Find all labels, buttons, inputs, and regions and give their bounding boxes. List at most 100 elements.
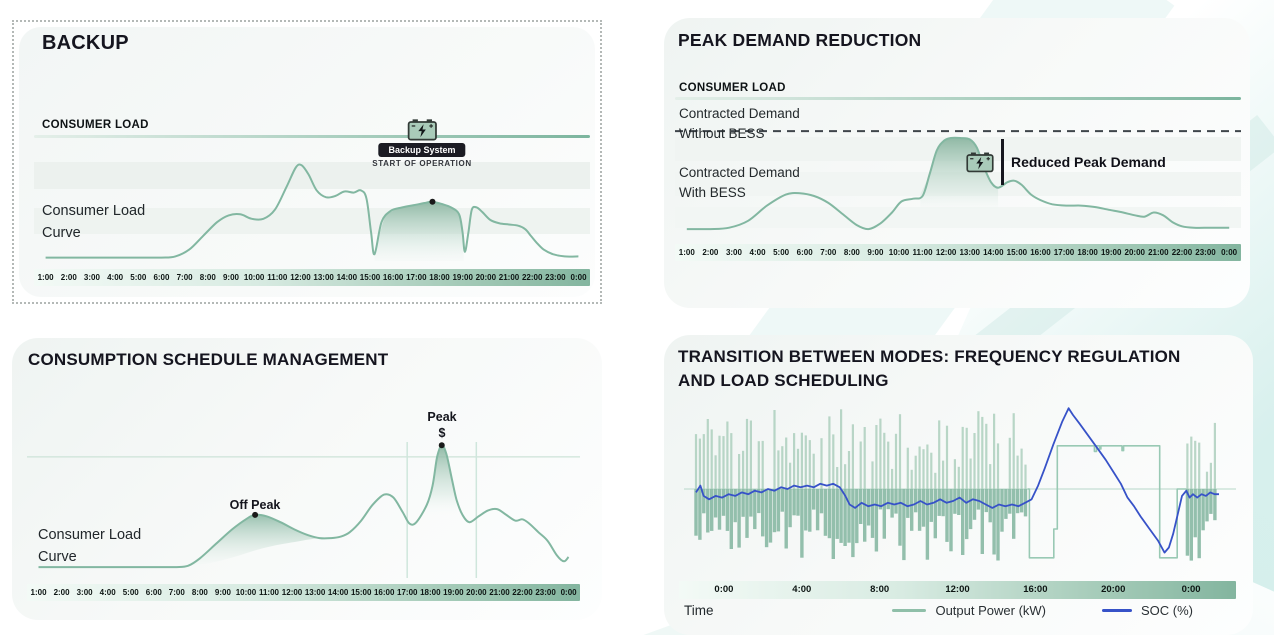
- x-tick: 19:00: [443, 588, 464, 597]
- curve-note-line1: Consumer Load: [42, 203, 146, 219]
- x-tick: 0:00: [1221, 248, 1238, 257]
- x-tick: 0:00: [1181, 584, 1201, 595]
- x-axis: 0:00 4:00 8:00 12:00 16:00 20:00 0:00: [679, 581, 1236, 599]
- time-axis-label: Time: [684, 603, 714, 618]
- x-tick: 13:00: [313, 273, 334, 282]
- peak-dollar: $: [438, 425, 446, 440]
- x-tick: 20:00: [1101, 584, 1126, 595]
- schedule-title: CONSUMPTION SCHEDULE MANAGEMENT: [28, 350, 389, 369]
- backup-curve-note: Consumer Load Curve: [42, 200, 145, 245]
- x-tick: 23:00: [545, 273, 566, 282]
- x-tick: 0:00: [560, 588, 577, 597]
- x-tick: 16:00: [1023, 584, 1048, 595]
- legend-soc: SOC (%): [1102, 603, 1193, 618]
- x-tick: 7:00: [820, 248, 837, 257]
- without-bess-line1: Contracted Demand: [679, 106, 800, 121]
- peak-label: Peak $: [427, 410, 456, 441]
- x-tick: 6:00: [153, 273, 170, 282]
- x-tick: 9:00: [867, 248, 884, 257]
- panel-peak-demand: PEAK DEMAND REDUCTION CONSUMER LOAD Cont…: [664, 18, 1250, 308]
- backup-annotation: Backup System START OF OPERATION: [372, 118, 471, 168]
- x-tick: 13:00: [959, 248, 980, 257]
- x-tick: 16:00: [1030, 248, 1051, 257]
- schedule-chart: [27, 442, 580, 578]
- peak-label-text: Peak: [427, 410, 457, 424]
- x-tick: 4:00: [99, 588, 116, 597]
- x-tick: 5:00: [130, 273, 147, 282]
- x-tick: 18:00: [429, 273, 450, 282]
- with-bess-line2: With BESS: [679, 185, 746, 201]
- battery-icon: [966, 152, 994, 173]
- panel-schedule: CONSUMPTION SCHEDULE MANAGEMENT Off Peak…: [12, 338, 602, 620]
- x-tick: 5:00: [122, 588, 139, 597]
- x-axis: 1:00 2:00 3:00 4:00 5:00 6:00 7:00 8:00 9:00 10:0…: [675, 244, 1241, 261]
- x-tick: 8:00: [870, 584, 890, 595]
- battery-icon: [407, 119, 437, 141]
- x-tick: 4:00: [792, 584, 812, 595]
- reduced-peak-label: Reduced Peak Demand: [1011, 154, 1166, 170]
- without-bess-line2: Without BESS: [679, 126, 765, 142]
- reduced-peak-annotation: Reduced Peak Demand: [966, 139, 1166, 185]
- x-tick: 12:00: [290, 273, 311, 282]
- x-tick: 17:00: [397, 588, 418, 597]
- backup-title: BACKUP: [42, 32, 129, 54]
- x-axis: 1:00 2:00 3:00 4:00 5:00 6:00 7:00 8:00 9:00 10:0…: [34, 269, 590, 286]
- x-tick: 6:00: [796, 248, 813, 257]
- panel-backup: BACKUP CONSUMER LOAD Consumer Load Curve…: [12, 20, 602, 304]
- x-tick: 19:00: [1100, 248, 1122, 257]
- x-tick: 1:00: [678, 248, 695, 257]
- x-tick: 17:00: [406, 273, 427, 282]
- x-tick: 18:00: [420, 588, 441, 597]
- transition-footer: Time Output Power (kW) SOC (%): [684, 603, 1239, 618]
- consumer-load-label: CONSUMER LOAD: [679, 82, 786, 94]
- x-tick: 20:00: [475, 273, 497, 282]
- x-tick: 23:00: [1195, 248, 1216, 257]
- consumer-load-line: [34, 135, 590, 138]
- x-tick: 12:00: [281, 588, 303, 597]
- with-bess-note: Contracted Demand With BESS: [679, 163, 800, 204]
- x-tick: 12:00: [945, 584, 970, 595]
- x-tick: 14:00: [336, 273, 358, 282]
- x-tick: 23:00: [535, 588, 556, 597]
- x-tick: 6:00: [145, 588, 162, 597]
- curve-note-line2: Curve: [38, 549, 77, 566]
- x-tick: 4:00: [107, 273, 124, 282]
- x-tick: 7:00: [168, 588, 185, 597]
- x-tick: 17:00: [1053, 248, 1075, 257]
- with-bess-line1: Contracted Demand: [679, 165, 800, 180]
- x-tick: 3:00: [725, 248, 742, 257]
- x-tick: 15:00: [350, 588, 372, 597]
- transition-chart: [684, 407, 1236, 561]
- x-tick: 21:00: [489, 588, 510, 597]
- x-tick: 3:00: [76, 588, 93, 597]
- x-tick: 9:00: [222, 273, 239, 282]
- x-tick: 14:00: [983, 248, 1004, 257]
- off-peak-label: Off Peak: [229, 498, 281, 512]
- x-tick: 18:00: [1077, 248, 1098, 257]
- x-tick: 11:00: [912, 248, 933, 257]
- x-tick: 19:00: [452, 273, 473, 282]
- x-tick: 2:00: [702, 248, 719, 257]
- start-of-operation-label: START OF OPERATION: [372, 159, 472, 168]
- legend-output-power: Output Power (kW): [892, 603, 1046, 618]
- x-tick: 2:00: [53, 588, 70, 597]
- x-tick: 8:00: [843, 248, 860, 257]
- x-tick: 21:00: [1148, 248, 1169, 257]
- curve-note-line2: Curve: [42, 225, 81, 242]
- without-bess-note: Contracted Demand Without BESS: [679, 104, 800, 145]
- x-tick: 10:00: [235, 588, 257, 597]
- x-tick: 10:00: [888, 248, 910, 257]
- annotation-divider: [1001, 139, 1004, 185]
- backup-chart: [34, 162, 590, 261]
- soc-legend-swatch: [1102, 609, 1132, 612]
- x-tick: 7:00: [176, 273, 193, 282]
- x-tick: 12:00: [935, 248, 957, 257]
- x-axis: 1:00 2:00 3:00 4:00 5:00 6:00 7:00 8:00 9:00 10:0…: [27, 584, 580, 601]
- x-tick: 4:00: [749, 248, 766, 257]
- x-tick: 5:00: [773, 248, 790, 257]
- x-tick: 10:00: [243, 273, 265, 282]
- x-tick: 16:00: [382, 273, 404, 282]
- x-tick: 1:00: [30, 588, 47, 597]
- backup-system-badge: Backup System: [378, 143, 466, 157]
